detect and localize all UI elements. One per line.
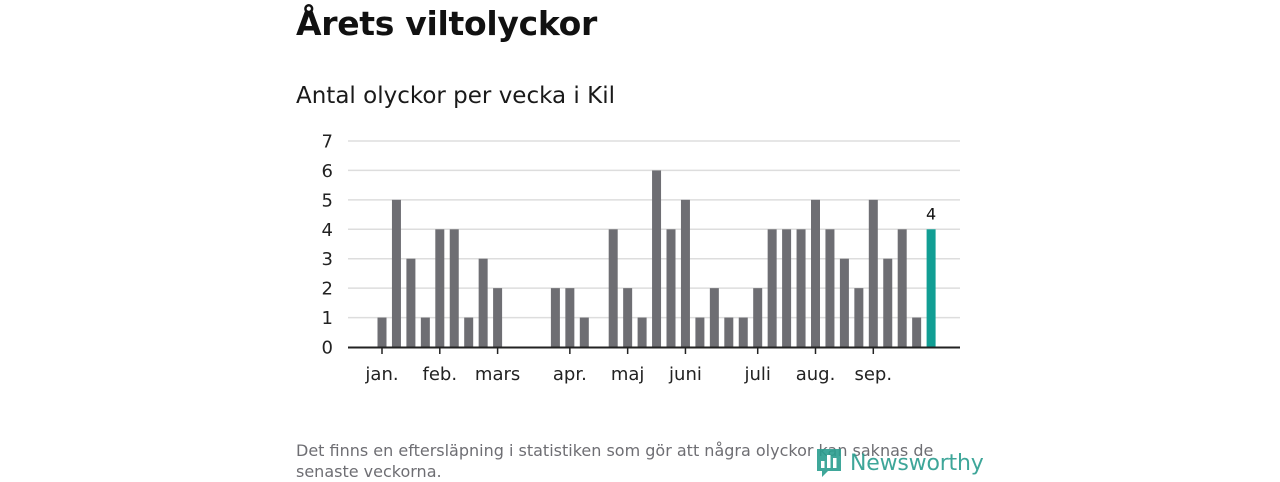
bar	[796, 229, 806, 347]
newsworthy-logo-icon	[817, 449, 841, 477]
bar	[435, 229, 445, 347]
bar	[391, 199, 401, 347]
bar	[854, 288, 864, 347]
bar	[738, 317, 748, 347]
y-tick-label: 0	[322, 338, 333, 359]
x-tick-label: juli	[743, 364, 770, 385]
brand-logo[interactable]: Newsworthy	[814, 446, 984, 480]
y-tick-label: 5	[322, 190, 333, 211]
bar	[897, 229, 907, 347]
bar	[608, 229, 618, 347]
bar	[406, 258, 416, 347]
bar	[652, 170, 662, 347]
bars	[377, 170, 936, 347]
bar	[478, 258, 488, 347]
x-axis-ticks: jan. feb. mars apr. maj juni juli aug. sep.	[364, 348, 892, 385]
footnote: Det finns en eftersläpning i statistiken…	[296, 441, 934, 481]
bar	[464, 317, 474, 347]
y-tick-label: 6	[322, 161, 333, 182]
chart-subtitle: Antal olyckor per vecka i Kil	[296, 83, 615, 109]
x-tick-label: maj	[611, 364, 645, 385]
bar	[493, 288, 503, 347]
x-tick-label: aug.	[796, 364, 836, 385]
x-tick-label: mars	[475, 364, 520, 385]
bar	[550, 288, 560, 347]
y-axis-ticks: 0 1 2 3 4 5 6 7	[322, 132, 333, 359]
bar	[637, 317, 647, 347]
bar	[724, 317, 734, 347]
x-tick-label: sep.	[854, 364, 892, 385]
bar	[825, 229, 835, 347]
bar	[449, 229, 459, 347]
bar	[565, 288, 575, 347]
bar	[767, 229, 777, 347]
y-tick-label: 2	[322, 279, 333, 300]
bar	[753, 288, 763, 347]
bar	[680, 199, 690, 347]
bar	[695, 317, 705, 347]
y-tick-label: 7	[322, 132, 333, 153]
bar	[420, 317, 430, 347]
bar	[579, 317, 589, 347]
brand-name: Newsworthy	[850, 450, 984, 476]
x-tick-label: apr.	[553, 364, 587, 385]
bar	[811, 199, 820, 347]
bar	[666, 229, 676, 347]
chart-title: Årets viltolyckor	[296, 4, 597, 43]
bar	[782, 229, 792, 347]
x-tick-label: feb.	[423, 364, 458, 385]
bar	[883, 258, 893, 347]
bar	[839, 258, 849, 347]
bar-highlight	[926, 229, 936, 347]
bar	[912, 317, 922, 347]
bar-value-label: 4	[926, 204, 936, 223]
y-tick-label: 1	[322, 308, 333, 329]
y-tick-label: 4	[322, 220, 333, 241]
bar	[868, 199, 878, 347]
x-tick-label: juni	[668, 364, 702, 385]
x-tick-label: jan.	[364, 364, 398, 385]
bar	[377, 317, 387, 347]
bar-chart: 0 1 2 3 4 5 6 7 jan. feb. mars apr. maj juni juli aug.…	[322, 132, 960, 385]
y-tick-label: 3	[322, 249, 333, 270]
bar	[709, 288, 719, 347]
bar	[623, 288, 633, 347]
data-labels: 4	[926, 204, 936, 223]
